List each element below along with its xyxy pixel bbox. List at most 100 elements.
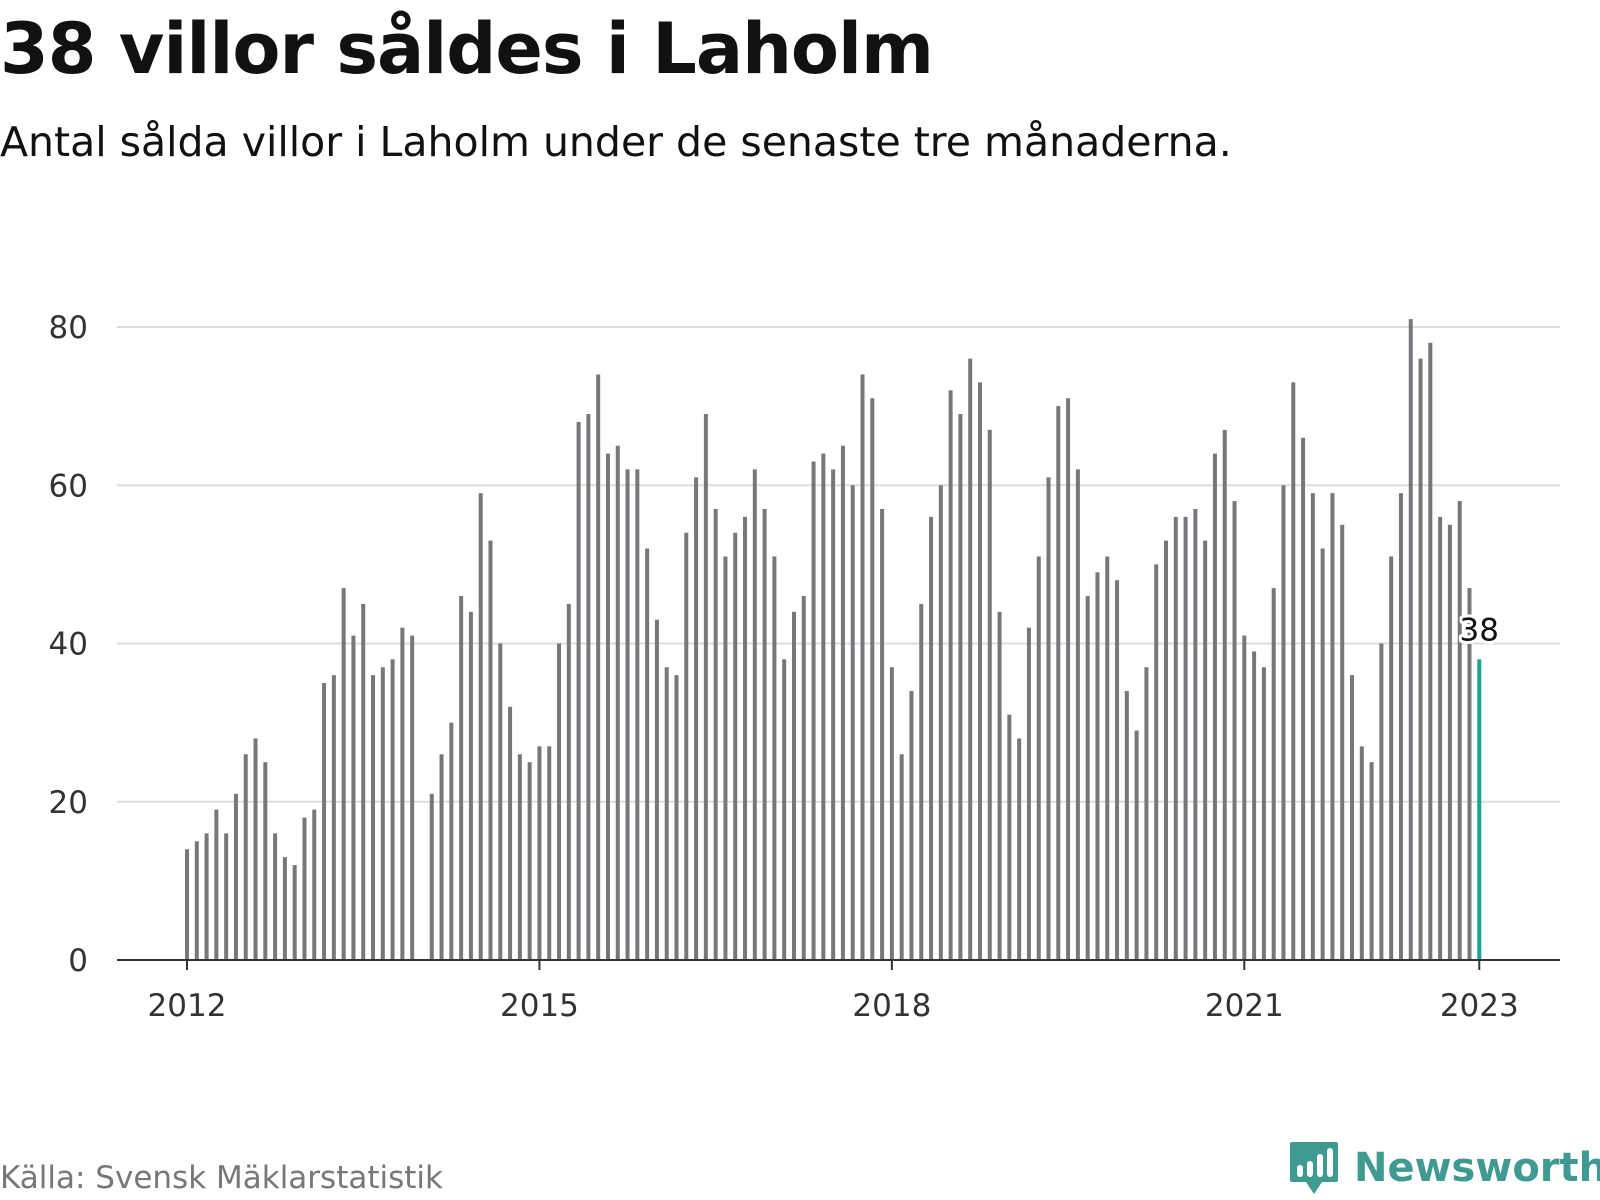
- x-tick-label: 2023: [1440, 988, 1519, 1024]
- chart-title: 38 villor såldes i Laholm: [0, 8, 934, 90]
- bar: [968, 358, 973, 960]
- bar: [1330, 493, 1335, 960]
- bar: [527, 762, 532, 960]
- bar: [331, 675, 336, 960]
- bar: [1232, 501, 1237, 960]
- bar: [909, 690, 914, 960]
- bar: [302, 817, 307, 960]
- bar: [557, 643, 562, 960]
- data-label: 38: [1460, 612, 1499, 648]
- bar: [1173, 516, 1178, 960]
- bar: [919, 603, 924, 960]
- bar: [1261, 667, 1266, 960]
- bar: [625, 469, 630, 960]
- x-tick-label: 2018: [852, 988, 931, 1024]
- bar: [664, 667, 669, 960]
- bar: [194, 841, 199, 960]
- bar: [1085, 596, 1090, 960]
- bar: [850, 485, 855, 960]
- bar: [635, 469, 640, 960]
- bar: [341, 588, 346, 960]
- bar: [948, 390, 953, 960]
- bar: [1007, 714, 1012, 960]
- bar: [870, 398, 875, 960]
- bar: [694, 477, 699, 960]
- bar: [1183, 516, 1188, 960]
- bar: [498, 643, 503, 960]
- bar: [204, 833, 209, 960]
- bar: [566, 603, 571, 960]
- bar: [605, 453, 610, 960]
- bar: [273, 833, 278, 960]
- bar: [733, 532, 738, 960]
- bar: [429, 793, 434, 960]
- bar: [1291, 382, 1296, 960]
- bar: [929, 516, 934, 960]
- bar: [1310, 493, 1315, 960]
- bar: [684, 532, 689, 960]
- bar: [762, 508, 767, 960]
- x-tick-label: 2015: [500, 988, 579, 1024]
- bar: [1408, 319, 1413, 960]
- bar: [1193, 508, 1198, 960]
- bar: [253, 738, 258, 960]
- bar: [282, 857, 287, 960]
- bar: [596, 374, 601, 961]
- bar-chart: 0 20 40 60 80 2012 2015 2018 2021 2023 38: [49, 310, 1560, 1024]
- bar: [185, 849, 189, 960]
- bar: [1203, 540, 1208, 960]
- bar: [1428, 342, 1433, 960]
- bar: [1144, 667, 1149, 960]
- bar: [977, 382, 982, 960]
- bar: [860, 374, 865, 961]
- bar: [224, 833, 229, 960]
- source-note: Källa: Svensk Mäklarstatistik: [0, 1160, 443, 1196]
- bar: [703, 414, 708, 961]
- bar: [1115, 580, 1120, 960]
- bar: [1438, 516, 1443, 960]
- bar: [1418, 358, 1423, 960]
- bar: [1350, 675, 1355, 960]
- bar: [782, 659, 787, 960]
- bar: [468, 611, 473, 960]
- bar: [547, 746, 552, 960]
- bar: [1075, 469, 1080, 960]
- x-tick-label: 2012: [148, 988, 227, 1024]
- bar: [1036, 556, 1041, 960]
- bar: [889, 667, 894, 960]
- bar: [292, 865, 297, 960]
- bar: [1467, 588, 1472, 960]
- bar: [1340, 524, 1345, 960]
- bar: [1242, 635, 1247, 960]
- bar: [801, 596, 806, 960]
- bar: [1095, 572, 1100, 960]
- bar: [1134, 730, 1139, 960]
- bar: [1301, 437, 1306, 960]
- bar: [576, 421, 581, 960]
- bar: [586, 414, 591, 961]
- bar: [1252, 651, 1257, 960]
- bar: [508, 706, 513, 960]
- bar: [938, 485, 943, 960]
- bar: [1359, 746, 1364, 960]
- bar: [743, 516, 748, 960]
- bar: [791, 611, 796, 960]
- bar: [214, 809, 219, 960]
- bar: [351, 635, 356, 960]
- bar: [1026, 627, 1031, 960]
- bar: [233, 793, 238, 960]
- y-tick-label: 20: [49, 785, 88, 821]
- bar: [1124, 690, 1129, 960]
- bar: [713, 508, 718, 960]
- bar: [1056, 406, 1061, 960]
- bar: [410, 635, 415, 960]
- brand-logo: Newsworthy: [1288, 1140, 1600, 1196]
- bar: [478, 493, 483, 960]
- bar: [821, 453, 826, 960]
- bar: [1398, 493, 1403, 960]
- bar: [1066, 398, 1071, 960]
- bar: [1164, 540, 1168, 960]
- bar: [1389, 556, 1394, 960]
- bar: [654, 619, 659, 960]
- bar: [1271, 588, 1276, 960]
